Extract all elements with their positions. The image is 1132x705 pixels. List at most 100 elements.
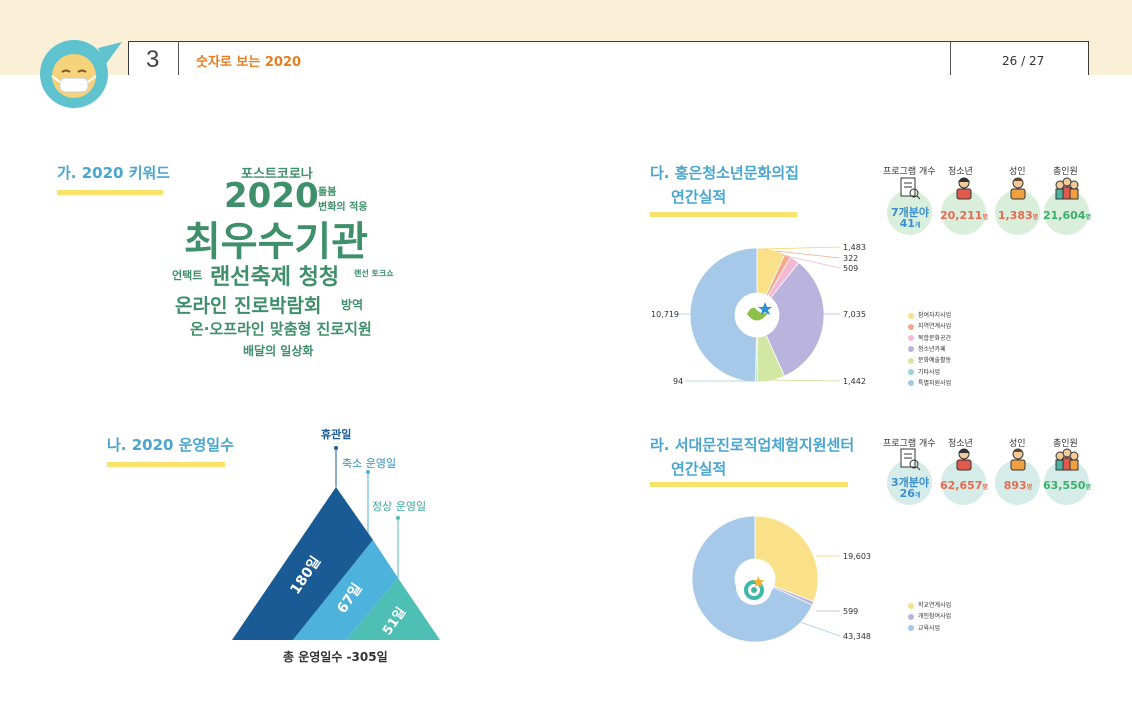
keywords-title: 가. 2020 키워드 xyxy=(57,164,171,182)
legend-swatch xyxy=(908,323,914,330)
adult-count: 1,383명 xyxy=(997,209,1039,222)
legend-label: 교육사업 xyxy=(918,624,941,632)
program-count: 7개분야 xyxy=(890,206,929,219)
title-underline xyxy=(650,212,797,217)
group-icon xyxy=(1055,177,1079,200)
keyword: 랜선 토크쇼 xyxy=(354,269,394,278)
leader-line xyxy=(761,246,841,250)
stat-header: 프로그램 개수 xyxy=(883,167,936,177)
legend-swatch xyxy=(908,357,914,364)
label-reduced: 축소 운영일 xyxy=(342,457,397,470)
leader-line xyxy=(775,250,841,259)
youth-icon xyxy=(956,177,972,200)
legend-label: 기타사업 xyxy=(918,368,941,376)
operating-days-title: 나. 2020 운영일수 xyxy=(107,436,234,454)
legend-swatch xyxy=(908,346,914,353)
legend-item: 개인참여사업 xyxy=(908,611,951,620)
pie-label: 599 xyxy=(843,607,859,616)
stat-header: 성인 xyxy=(1009,439,1026,449)
stat-header: 총인원 xyxy=(1053,167,1078,177)
keyword: 배달의 일상화 xyxy=(243,344,314,358)
chapter-number: 3 xyxy=(146,46,160,73)
document-icon xyxy=(900,177,921,200)
legend-swatch xyxy=(908,369,914,375)
closed-days-band xyxy=(232,487,373,640)
stat-circle xyxy=(887,190,932,235)
logo-center-c xyxy=(739,294,777,336)
legend-item: 교육사업 xyxy=(908,623,940,632)
section-d-title: 라. 서대문진로직업체험지원센터 xyxy=(650,436,855,454)
legend-item: 학교연계사업 xyxy=(908,600,951,609)
pie-label: 94 xyxy=(673,377,684,386)
stat-header: 청소년 xyxy=(948,439,973,449)
stat-header: 프로그램 개수 xyxy=(883,439,936,449)
total-days: 총 운영일수 -305일 xyxy=(283,650,388,664)
operating-days-triangle xyxy=(232,446,440,640)
pie-label: 1,483 xyxy=(843,243,866,252)
legend-swatch xyxy=(908,602,914,609)
legend-item: 특별지원사업 xyxy=(908,378,951,387)
leader-line xyxy=(767,379,841,382)
stat-header: 총인원 xyxy=(1053,439,1078,449)
legend-label: 학교연계사업 xyxy=(918,602,952,609)
label-normal: 정상 운영일 xyxy=(372,500,427,513)
pie-label: 19,603 xyxy=(843,552,871,561)
section-c-title: 다. 홍은청소년문화의집 xyxy=(650,164,799,182)
legend-label: 참여자치사업 xyxy=(918,312,952,319)
legend-label: 복합문화공간 xyxy=(918,334,952,342)
youth-icon xyxy=(956,448,972,471)
legend-item: 청소년카페 xyxy=(908,344,946,353)
legend-swatch xyxy=(908,625,914,632)
keyword: 방역 xyxy=(341,298,364,312)
keyword: 온·오프라인 맞춤형 진로지원 xyxy=(190,320,372,338)
pie-label: 1,442 xyxy=(843,377,866,386)
header-bar xyxy=(128,41,1089,75)
legend-swatch xyxy=(908,335,914,342)
stat-header: 성인 xyxy=(1009,167,1026,177)
divider xyxy=(178,41,179,75)
legend-item: 지역연계사업 xyxy=(908,321,951,330)
stat-header: 청소년 xyxy=(948,167,973,177)
logo-center-d xyxy=(735,568,773,610)
total-count: 63,550명 xyxy=(1043,479,1091,492)
document-icon xyxy=(900,448,921,471)
section-c-subtitle: 연간실적 xyxy=(671,188,727,206)
label-closed: 휴관일 xyxy=(321,428,352,441)
chapter-title: 숫자로 보는 2020 xyxy=(196,55,302,70)
pie-label: 7,035 xyxy=(843,310,866,319)
pie-label: 10,719 xyxy=(651,310,679,319)
legend-swatch xyxy=(908,613,914,620)
adult-icon xyxy=(1010,177,1026,200)
keyword: 2020 xyxy=(224,176,319,216)
legend-item: 문화예술활동 xyxy=(908,355,951,364)
mascot-mask-icon xyxy=(40,40,122,108)
adult-icon xyxy=(1010,448,1026,471)
legend-label: 문화예술활동 xyxy=(918,357,952,365)
legend-label: 지역연계사업 xyxy=(918,323,952,331)
keyword: 돌봄 xyxy=(318,187,337,198)
program-count-sub: 26개 xyxy=(899,487,921,500)
program-count: 3개분야 xyxy=(890,476,929,489)
keyword: 언택트 xyxy=(172,269,203,282)
keyword: 최우수기관 xyxy=(184,219,368,265)
legend-label: 특별지원사업 xyxy=(918,379,952,387)
keyword: 변화의 적응 xyxy=(318,202,368,213)
group-icon xyxy=(1055,448,1079,471)
legend-item: 기타사업 xyxy=(908,367,940,376)
reduced-days-band xyxy=(293,540,398,640)
legend-item: 참여자치사업 xyxy=(908,310,951,319)
divider xyxy=(950,41,951,75)
legend-label: 청소년카페 xyxy=(918,345,946,353)
title-underline xyxy=(107,462,225,467)
program-count-sub: 41개 xyxy=(899,217,921,230)
youth-count: 20,211명 xyxy=(940,209,988,222)
youth-count: 62,657명 xyxy=(940,479,988,492)
title-underline xyxy=(57,190,163,195)
leader-line xyxy=(781,254,841,269)
adult-count: 893명 xyxy=(1003,479,1033,492)
leader-line xyxy=(799,621,841,637)
pie-label: 322 xyxy=(843,254,859,263)
legend-item: 복합문화공간 xyxy=(908,333,951,342)
normal-days-band xyxy=(346,578,440,640)
legend-label: 개인참여사업 xyxy=(918,613,952,621)
